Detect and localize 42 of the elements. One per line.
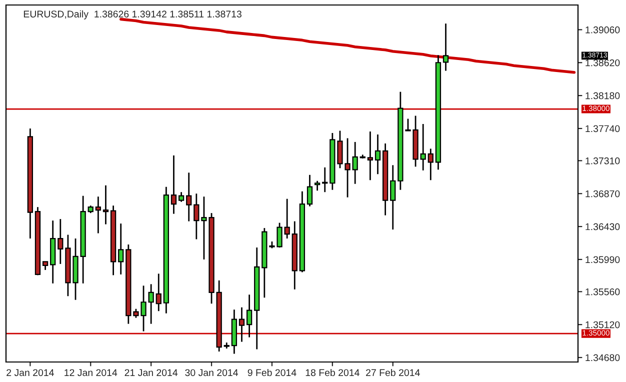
candlestick xyxy=(314,180,320,192)
text: EURUSD,Daily 1.38626 1.39142 1.38511 1.38713 xyxy=(24,10,242,20)
line-series xyxy=(119,18,576,74)
y-tick-label: 1.38180 xyxy=(586,92,620,100)
candlestick xyxy=(352,141,358,185)
x-tick-label: 30 Jan 2014 xyxy=(185,369,238,376)
candlestick xyxy=(284,198,290,240)
candlestick xyxy=(420,123,426,172)
candlestick xyxy=(170,154,177,215)
candlestick xyxy=(178,191,184,203)
candlestick xyxy=(306,174,313,208)
candlestick xyxy=(428,148,434,181)
candlestick xyxy=(148,283,154,325)
candlestick xyxy=(118,222,124,276)
candlestick xyxy=(186,172,192,222)
x-tick-label: 12 Jan 2014 xyxy=(64,369,118,376)
candlestick xyxy=(390,164,396,230)
y-tick-label: 1.36870 xyxy=(586,190,620,198)
x-tick-label: 21 Jan 2014 xyxy=(124,369,178,376)
y-tick-label: 1.37740 xyxy=(586,125,620,132)
candlestick xyxy=(58,218,64,265)
x-tick-label: 9 Feb 2014 xyxy=(248,368,296,376)
candlestick xyxy=(95,196,102,234)
candlestick xyxy=(246,294,252,338)
x-tick-label: 27 Feb 2014 xyxy=(366,368,420,376)
candlestick xyxy=(442,22,449,72)
y-tick-label: 1.35560 xyxy=(586,288,620,296)
x-tick-label: 2 Jan 2014 xyxy=(6,369,54,376)
candlestick xyxy=(156,272,162,312)
y-tick-label: 1.35990 xyxy=(586,256,620,264)
candlestick xyxy=(238,306,245,342)
y-tick-label: 1.34680 xyxy=(586,354,620,362)
y-tick-label: 1.38620 xyxy=(586,59,620,66)
x-tick-label: 18 Feb 2014 xyxy=(306,368,360,376)
candlestick xyxy=(102,184,109,225)
candlestick xyxy=(374,134,381,175)
candlestick xyxy=(367,130,374,181)
y-tick-label: 1.37310 xyxy=(586,157,620,164)
candlestick xyxy=(194,192,200,240)
y-tick-label: 1.35120 xyxy=(586,321,620,328)
y-tick-label: 1.39060 xyxy=(586,26,620,34)
y-tick-label: 1.36430 xyxy=(586,223,620,230)
